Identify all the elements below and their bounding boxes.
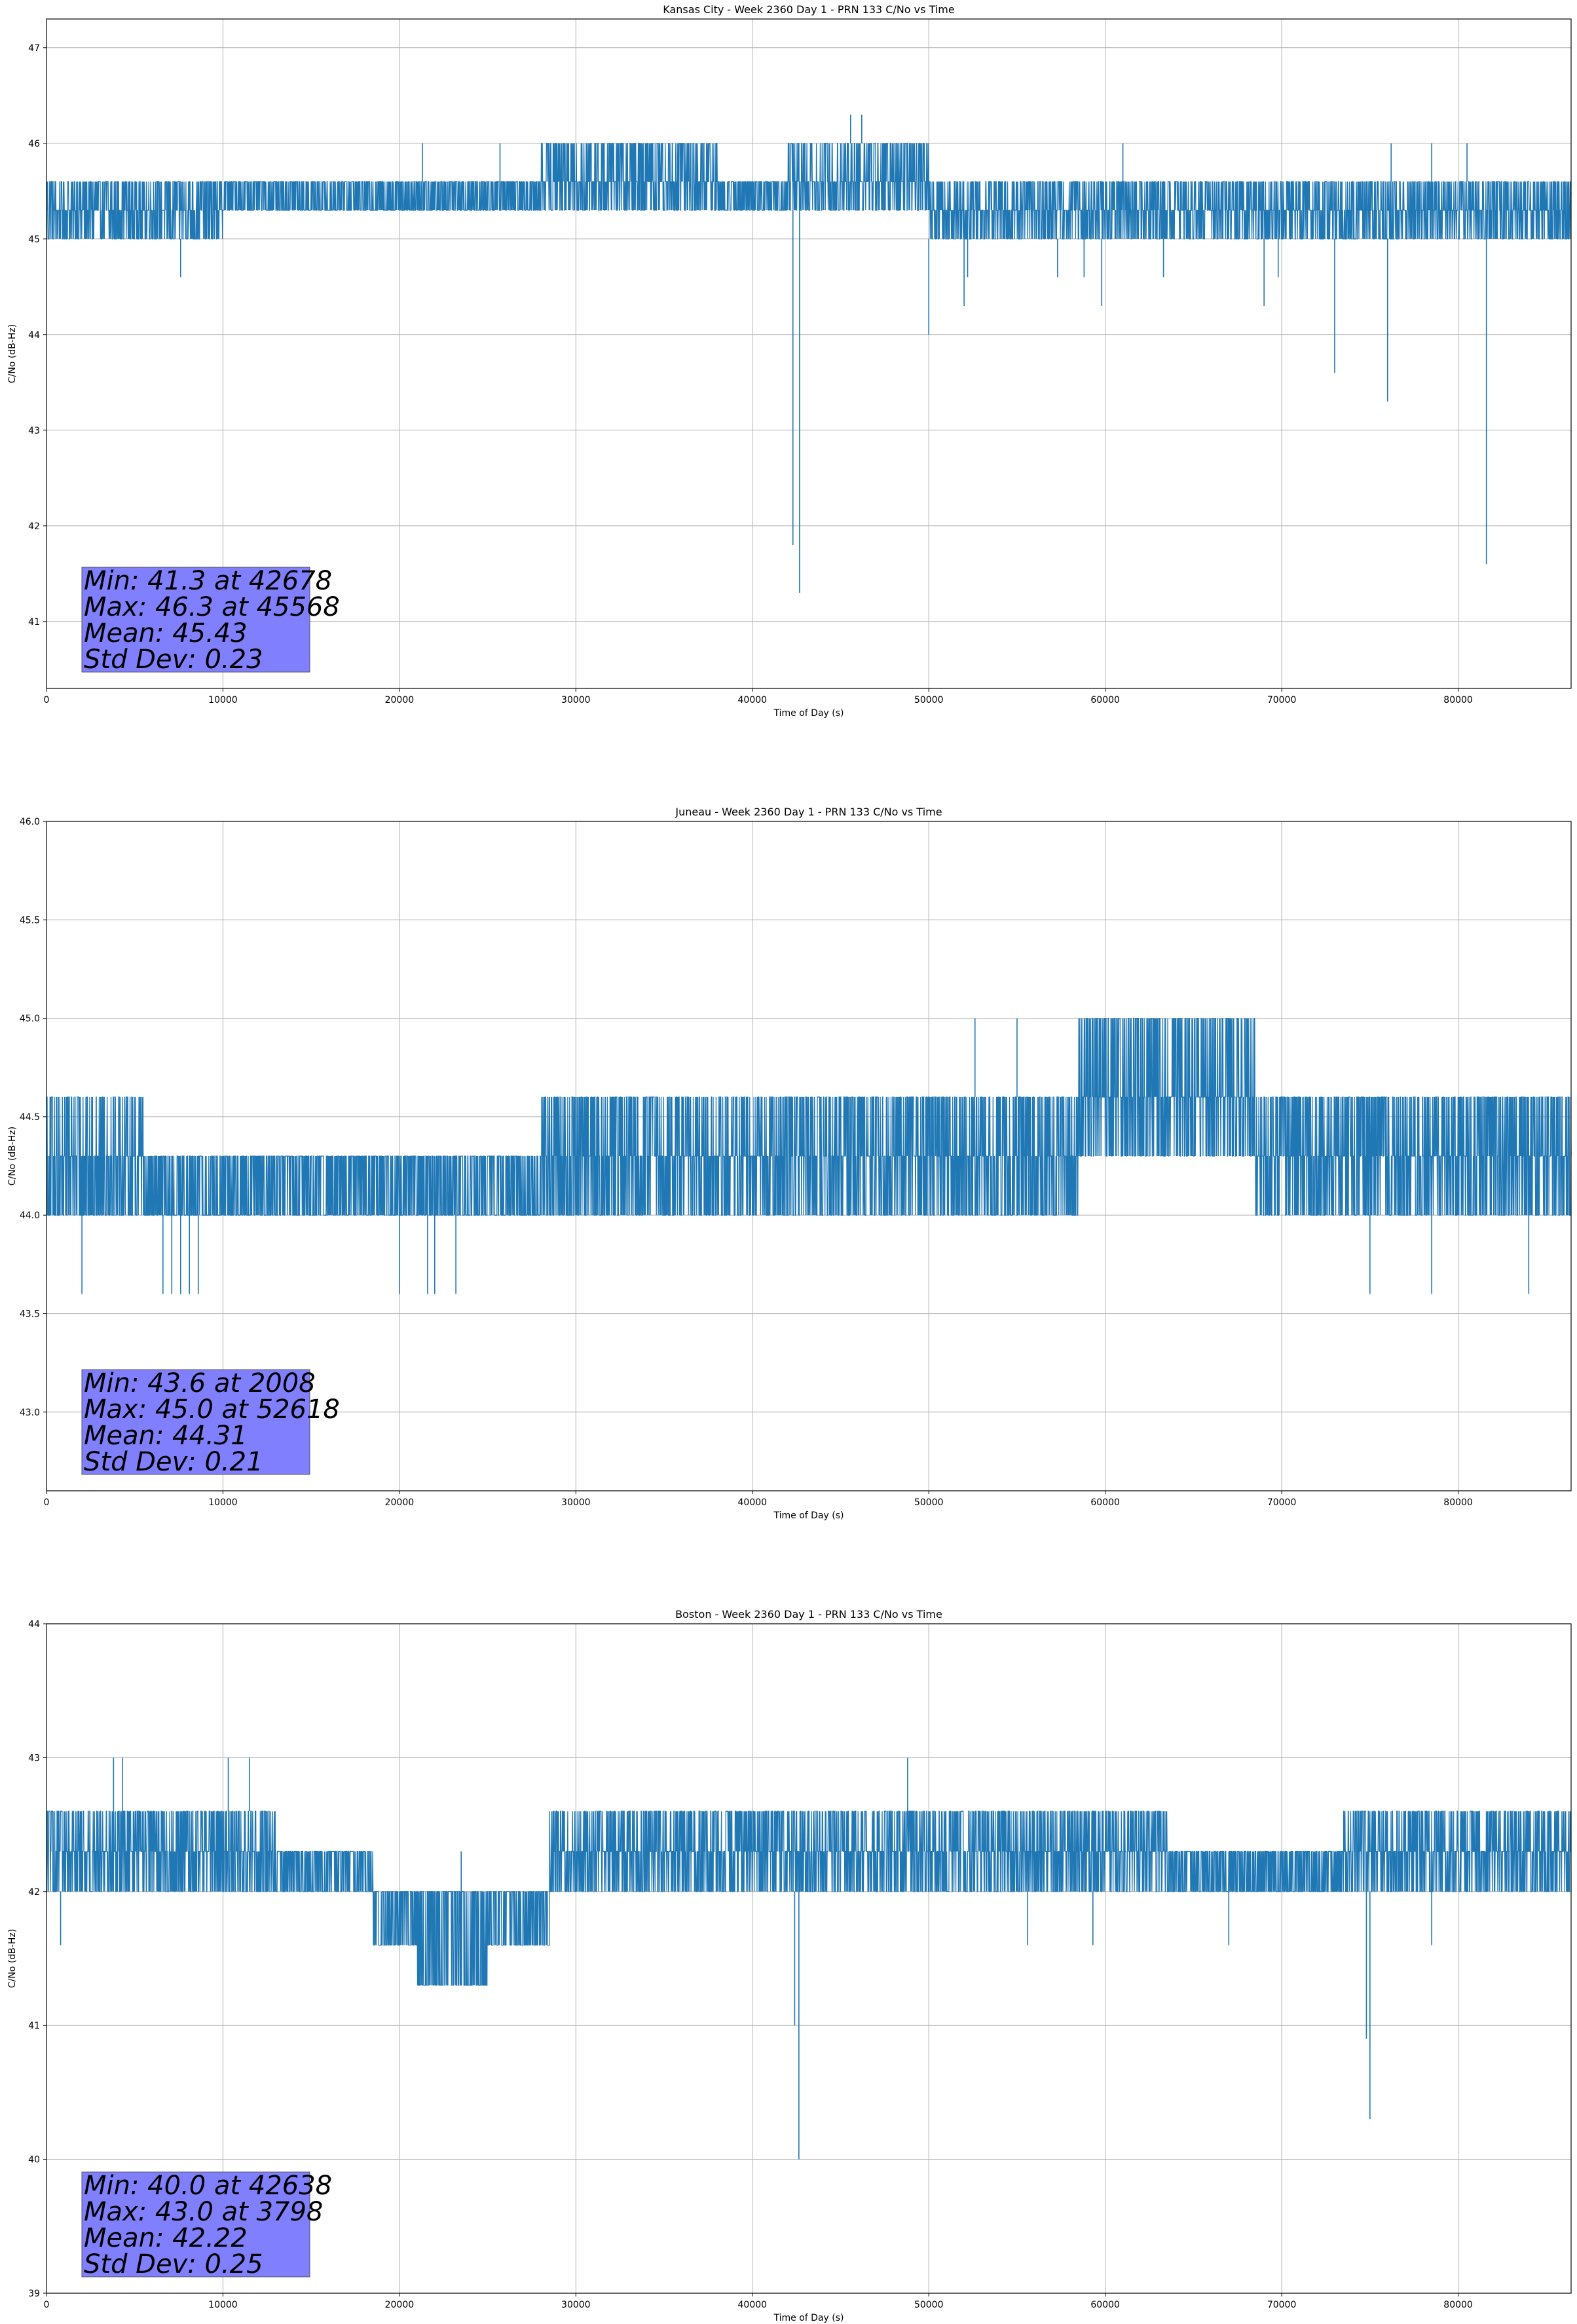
stats-line: Mean: 44.31 [84,1421,248,1451]
x-tick-label: 10000 [208,2300,238,2310]
x-axis-label: Time of Day (s) [773,2313,844,2323]
stats-line: Std Dev: 0.23 [84,645,263,675]
y-tick-label: 47 [28,43,40,54]
x-tick-label: 70000 [1267,2300,1297,2310]
y-tick-label: 40 [28,2155,40,2165]
x-tick-label: 60000 [1090,695,1120,705]
y-tick-label: 44.0 [20,1210,40,1221]
x-tick-label: 80000 [1443,1497,1473,1508]
x-tick-label: 40000 [738,695,768,705]
x-tick-label: 70000 [1267,695,1297,705]
y-axis-label: C/No (dB-Hz) [7,324,18,383]
stats-line: Max: 43.0 at 3798 [84,2197,323,2227]
x-tick-label: 80000 [1443,2300,1473,2310]
y-tick-label: 43 [28,426,40,436]
y-tick-label: 41 [28,617,40,628]
x-tick-label: 0 [44,695,50,705]
x-tick-label: 20000 [385,695,415,705]
stats-line: Std Dev: 0.25 [84,2249,263,2279]
x-tick-label: 40000 [738,1497,768,1508]
stats-line: Mean: 42.22 [84,2223,248,2253]
x-tick-label: 80000 [1443,695,1473,705]
series-line [46,1810,1572,1986]
chart-title: Boston - Week 2360 Day 1 - PRN 133 C/No … [675,1608,942,1621]
y-tick-label: 45.5 [20,915,40,926]
x-tick-label: 30000 [561,695,591,705]
series-line [46,1017,1572,1216]
y-tick-label: 43.5 [20,1309,40,1319]
y-axis-label: C/No (dB-Hz) [7,1127,18,1186]
y-axis-label: C/No (dB-Hz) [7,1929,18,1988]
stats-line: Min: 43.6 at 2008 [84,1368,316,1398]
y-tick-label: 44.5 [20,1112,40,1123]
stats-line: Max: 46.3 at 45568 [84,592,340,622]
stats-box [81,567,310,673]
stats-line: Mean: 45.43 [84,618,248,648]
y-tick-label: 39 [28,2289,40,2299]
y-tick-label: 42 [28,521,40,532]
x-tick-label: 30000 [561,2300,591,2310]
x-tick-label: 60000 [1090,2300,1120,2310]
y-tick-label: 41 [28,2021,40,2031]
x-tick-label: 30000 [561,1497,591,1508]
y-tick-label: 42 [28,1887,40,1898]
axes-frame [46,821,1572,1491]
series-line [46,143,1572,240]
x-tick-label: 50000 [914,695,944,705]
axes-frame [46,18,1572,689]
x-tick-label: 0 [44,1497,50,1508]
stats-box [81,1369,310,1475]
axes-frame [46,1623,1572,2294]
y-tick-label: 44 [28,1619,40,1630]
subplot: 0 10000 20000 30000 40000 50000 60000 70000 8000… [7,806,1572,1521]
x-tick-label: 60000 [1090,1497,1120,1508]
x-tick-label: 70000 [1267,1497,1297,1508]
stats-box [81,2171,310,2277]
x-tick-label: 50000 [914,1497,944,1508]
x-tick-label: 50000 [914,2300,944,2310]
x-axis-label: Time of Day (s) [773,1510,844,1521]
y-tick-label: 43 [28,1753,40,1763]
y-tick-label: 46 [28,139,40,149]
subplot: 0 10000 20000 30000 40000 50000 60000 70000 8000… [7,3,1572,719]
x-tick-label: 40000 [738,2300,768,2310]
x-tick-label: 10000 [208,1497,238,1508]
chart-title: Kansas City - Week 2360 Day 1 - PRN 133 … [663,3,954,16]
x-tick-label: 0 [44,2300,50,2310]
x-tick-label: 10000 [208,695,238,705]
y-tick-label: 45 [28,234,40,245]
x-tick-label: 20000 [385,2300,415,2310]
y-tick-label: 46.0 [20,817,40,827]
y-tick-label: 45.0 [20,1014,40,1024]
stats-line: Max: 45.0 at 52618 [84,1395,340,1425]
subplot: 0 10000 20000 30000 40000 50000 60000 70000 8000… [7,1608,1572,2323]
y-tick-label: 44 [28,330,40,341]
y-tick-label: 43.0 [20,1408,40,1418]
chart-title: Juneau - Week 2360 Day 1 - PRN 133 C/No … [675,806,942,818]
x-axis-label: Time of Day (s) [773,708,844,719]
stats-line: Min: 41.3 at 42678 [84,566,332,596]
stats-line: Std Dev: 0.21 [84,1447,263,1477]
x-tick-label: 20000 [385,1497,415,1508]
stats-line: Min: 40.0 at 42638 [84,2171,332,2201]
